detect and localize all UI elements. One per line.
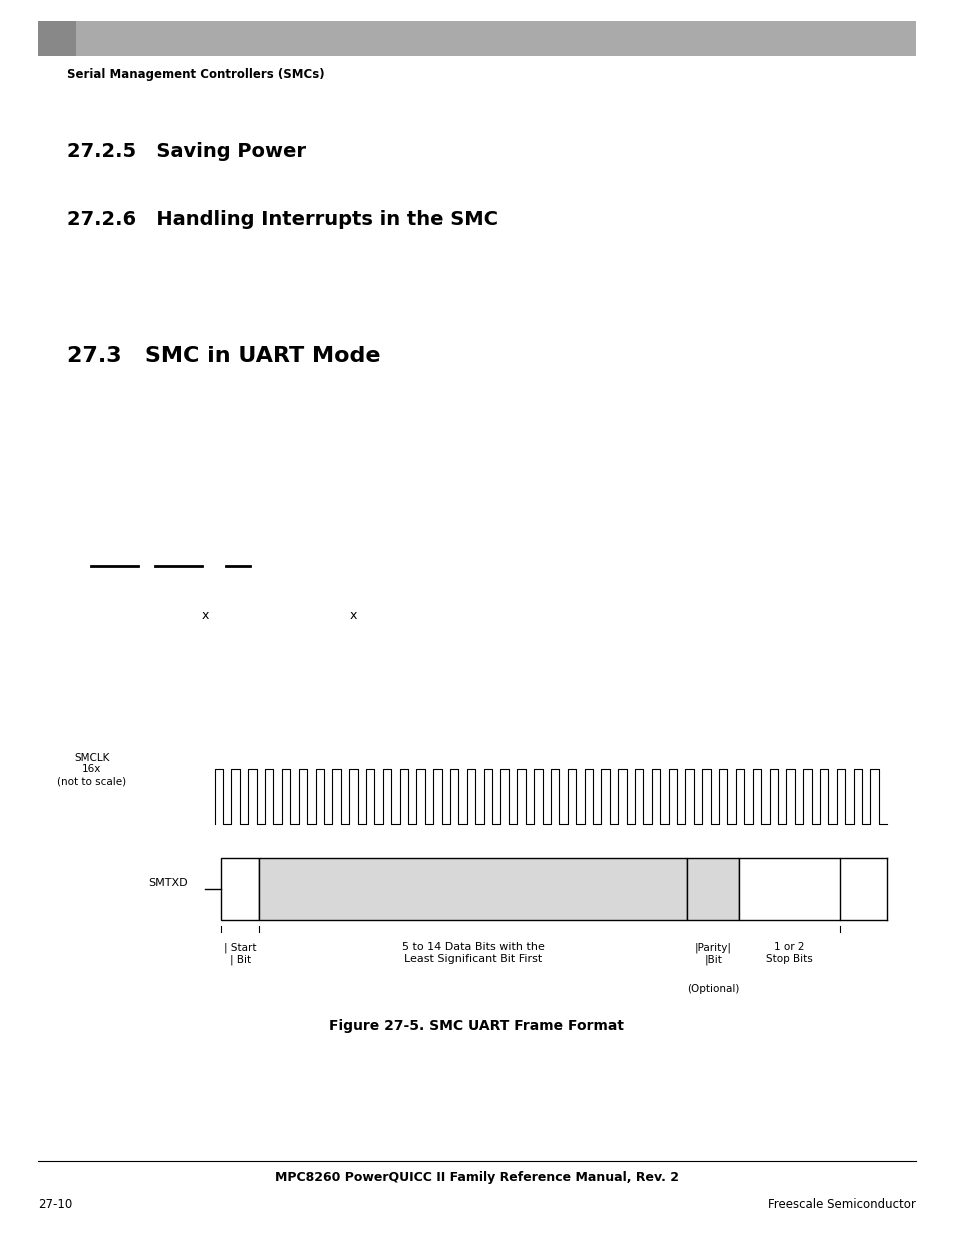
Bar: [221, 858, 259, 920]
Text: 27-10: 27-10: [38, 1198, 72, 1212]
FancyBboxPatch shape: [38, 21, 76, 56]
Text: Serial Management Controllers (SMCs): Serial Management Controllers (SMCs): [67, 68, 324, 82]
Text: Freescale Semiconductor: Freescale Semiconductor: [767, 1198, 915, 1212]
Text: x: x: [349, 609, 356, 621]
FancyBboxPatch shape: [38, 21, 915, 56]
Text: MPC8260 PowerQUICC II Family Reference Manual, Rev. 2: MPC8260 PowerQUICC II Family Reference M…: [274, 1171, 679, 1184]
Text: 27.2.5   Saving Power: 27.2.5 Saving Power: [67, 142, 306, 161]
Bar: [739, 858, 839, 920]
Text: (Optional): (Optional): [686, 984, 739, 994]
Text: 27.2.6   Handling Interrupts in the SMC: 27.2.6 Handling Interrupts in the SMC: [67, 210, 497, 228]
Text: | Start
| Bit: | Start | Bit: [224, 942, 256, 965]
Text: SMTXD: SMTXD: [148, 878, 188, 888]
Text: Figure 27-5. SMC UART Frame Format: Figure 27-5. SMC UART Frame Format: [329, 1019, 624, 1032]
Text: 1 or 2
Stop Bits: 1 or 2 Stop Bits: [765, 942, 812, 963]
Text: 5 to 14 Data Bits with the
Least Significant Bit First: 5 to 14 Data Bits with the Least Signifi…: [401, 942, 544, 963]
Text: x: x: [201, 609, 209, 621]
Text: 27.3   SMC in UART Mode: 27.3 SMC in UART Mode: [67, 346, 380, 366]
Bar: [686, 858, 739, 920]
Text: |Parity|
|Bit: |Parity| |Bit: [694, 942, 731, 965]
Bar: [259, 858, 686, 920]
Text: SMCLK
16x
(not to scale): SMCLK 16x (not to scale): [57, 753, 126, 785]
